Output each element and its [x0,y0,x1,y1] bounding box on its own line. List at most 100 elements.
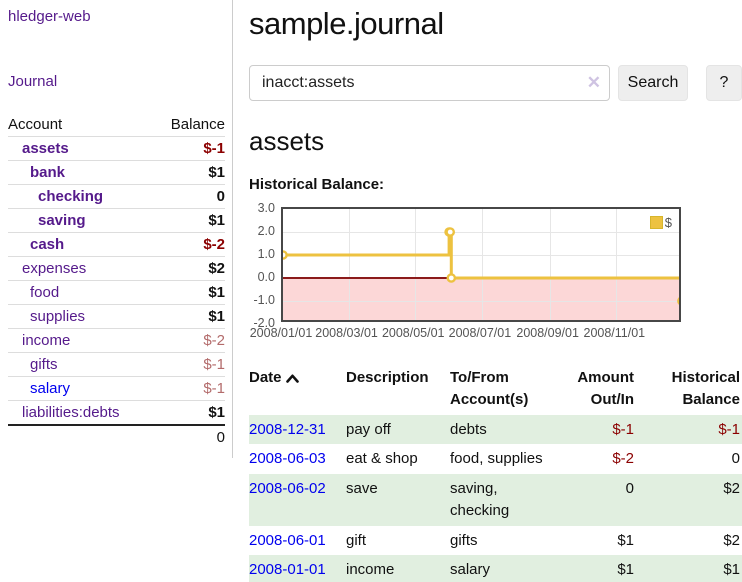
sidebar-account-link[interactable]: salary [30,380,71,397]
register-row: 2008-12-31 pay off debts $-1 $-1 [249,414,742,445]
clear-search-icon[interactable]: ✕ [586,73,601,92]
balance-column-header: Balance [170,115,225,133]
sidebar-account-balance: $1 [208,308,225,325]
sidebar-account-row: food $1 [8,280,225,304]
v-gridline [415,209,417,320]
search-input[interactable] [249,65,610,101]
transaction-accounts: saving, checking [450,474,563,526]
search-button[interactable]: Search [618,65,688,101]
transaction-balance: $2 [642,474,742,526]
transaction-description: save [346,474,450,526]
transaction-balance: $-1 [642,414,742,445]
brand-link[interactable]: hledger-web [8,8,91,25]
balance-series [283,227,679,305]
balance-total: 0 [216,428,225,446]
transaction-date-link[interactable]: 2008-01-01 [249,561,326,579]
sidebar-account-balance: $-2 [203,236,225,253]
register-row: 2008-06-03 eat & shop food, supplies $-2… [249,444,742,474]
register-row: 2008-06-02 save saving, checking 0 $2 [249,474,742,526]
sidebar-account-link[interactable]: saving [38,212,86,229]
sidebar-account-row: cash $-2 [8,232,225,256]
register-column-header: Description [346,369,429,386]
help-button[interactable]: ? [706,65,742,101]
transaction-amount: 0 [563,474,642,526]
register-row: 2008-06-01 gift gifts $1 $2 [249,526,742,556]
register-column-header: Amount Out/In [577,369,634,408]
register-column-header: Historical Balance [671,369,740,408]
sidebar-account-row: income $-2 [8,328,225,352]
v-gridline [616,209,618,320]
register-column-header[interactable]: Date [249,365,346,415]
sidebar-account-link[interactable]: supplies [30,308,86,325]
sidebar-account-link[interactable]: income [22,332,71,349]
transaction-accounts: gifts [450,531,478,549]
sidebar-account-row: assets $-1 [8,136,225,160]
account-heading: assets [249,126,325,156]
x-axis-tick-label: 2008/05/01 [381,326,445,340]
transaction-description: pay off [346,414,450,445]
y-axis-tick-label: -2.0 [253,316,275,330]
transaction-date-link[interactable]: 2008-06-01 [249,531,326,549]
transaction-balance: $1 [642,555,742,582]
h-gridline [283,301,679,302]
chart-title: Historical Balance: [249,176,385,193]
y-axis-tick-label: 2.0 [257,224,275,238]
sidebar-account-row: salary $-1 [8,376,225,400]
sidebar-account-link[interactable]: expenses [22,260,87,277]
sort-asc-icon[interactable] [285,368,299,390]
sidebar-account-link[interactable]: cash [30,236,65,253]
search-form: ✕ Search ? [249,65,742,101]
chart-plot-area: $ [281,207,681,322]
sidebar-account-row: supplies $1 [8,304,225,328]
sidebar-account-balance: $-1 [203,380,225,397]
transaction-date-link[interactable]: 2008-06-02 [249,480,326,497]
sidebar-account-link[interactable]: gifts [30,356,58,373]
v-gridline [348,209,350,320]
register-table: Date Description To/From Account(s) Amount … [249,365,742,582]
sidebar-account-link[interactable]: food [30,284,60,301]
x-axis-tick-label: 2008/01/01 [249,326,313,340]
sidebar-account-balance: $1 [208,404,225,421]
transaction-amount: $-1 [563,414,642,445]
sidebar-account-row: checking 0 [8,184,225,208]
h-gridline [283,232,679,233]
sidebar-account-link[interactable]: checking [38,188,104,205]
transaction-balance: 0 [731,450,740,468]
series-label: $ [664,215,672,230]
transaction-accounts: debts [450,414,563,445]
x-axis-tick-label: 2008/03/01 [315,326,378,340]
y-axis-tick-label: 0.0 [257,270,275,284]
sidebar-account-balance: $1 [208,284,225,301]
account-balance-table: Account Balance assets $-1 bank $1 check… [8,112,225,448]
sidebar-account-row: liabilities:debts $1 [8,400,225,424]
y-axis-tick-label: -1.0 [253,293,275,307]
transaction-amount: $1 [617,531,634,549]
register-row: 2008-01-01 income salary $1 $1 [249,555,742,582]
transaction-amount: $1 [563,555,642,582]
sidebar-account-balance: 0 [216,188,225,205]
historical-balance-chart: 3.0 2.0 1.0 0.0 -1.0 -2.0 $2008/01/01 2008/03/0… [249,201,689,343]
account-column-header: Account [8,115,63,133]
v-gridline [481,209,483,320]
sidebar-account-link[interactable]: liabilities:debts [22,404,120,421]
transaction-date-link[interactable]: 2008-12-31 [249,420,326,438]
transaction-accounts: food, supplies [450,450,543,468]
transaction-date-link[interactable]: 2008-06-03 [249,450,326,468]
v-gridline [549,209,551,320]
x-axis-tick-label: 2008/09/01 [516,326,579,340]
sidebar-account-balance: $-1 [203,356,225,373]
sidebar-account-link[interactable]: bank [30,164,66,181]
y-axis-tick-label: 3.0 [257,201,275,215]
sidebar-item-journal[interactable]: Journal [8,73,58,90]
x-axis-tick-label: 2008/07/01 [448,326,512,340]
page-title: sample.journal [249,6,444,41]
transaction-accounts: salary [450,555,563,582]
sidebar-account-row: bank $1 [8,160,225,184]
sidebar-account-row: expenses $2 [8,256,225,280]
sidebar-account-link[interactable]: assets [22,140,69,157]
transaction-balance: $2 [723,531,740,549]
main-content: sample.journal ✕ Search ? assets Histori… [233,0,742,582]
transaction-description: gift [346,531,367,549]
chart-legend: $ [647,214,674,231]
